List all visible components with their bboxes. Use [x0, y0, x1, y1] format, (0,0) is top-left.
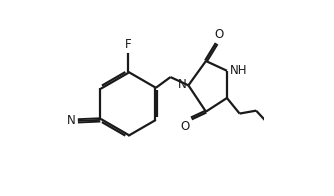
Text: N: N	[178, 78, 187, 91]
Text: F: F	[125, 38, 131, 51]
Text: O: O	[180, 120, 189, 133]
Text: O: O	[214, 28, 223, 41]
Text: N: N	[67, 114, 75, 127]
Text: NH: NH	[230, 64, 247, 77]
